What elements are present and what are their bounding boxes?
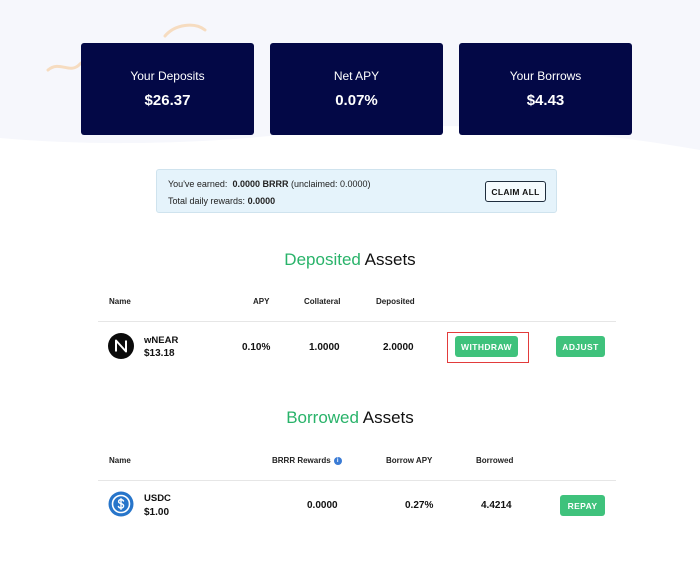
your-borrows-value: $4.43 xyxy=(526,92,565,109)
your-deposits-value: $26.37 xyxy=(144,92,191,109)
adjust-button[interactable]: ADJUST xyxy=(556,336,605,357)
deposited-col-collateral: Collateral xyxy=(304,297,341,306)
withdraw-highlight-box xyxy=(447,332,529,363)
borrowed-assets-title: Borrowed Assets xyxy=(0,408,700,428)
net-apy-value: 0.07% xyxy=(335,92,378,109)
borrowed-col-borrow-apy: Borrow APY xyxy=(386,456,433,465)
deposited-amount-value: 2.0000 xyxy=(383,342,414,353)
collateral-value: 1.0000 xyxy=(309,342,340,353)
claim-all-button[interactable]: CLAIM ALL xyxy=(485,181,546,202)
earned-value: 0.0000 BRRR xyxy=(232,179,289,189)
deposited-title-rest: Assets xyxy=(364,250,416,269)
repay-button[interactable]: REPAY xyxy=(560,495,605,516)
near-logo-icon xyxy=(108,333,134,359)
borrowed-header-divider xyxy=(98,480,616,481)
borrowed-col-rewards: BRRR Rewards i xyxy=(272,456,342,465)
asset-symbol-wnear: wNEAR xyxy=(144,335,179,346)
info-icon[interactable]: i xyxy=(333,457,342,465)
daily-rewards-label: Total daily rewards: xyxy=(168,196,246,206)
deposited-col-deposited: Deposited xyxy=(376,297,415,306)
daily-rewards-value: 0.0000 xyxy=(247,196,276,206)
borrowed-col-borrowed: Borrowed xyxy=(476,456,514,465)
earned-line: You've earned: 0.0000 BRRR (unclaimed: 0… xyxy=(168,179,371,189)
daily-rewards-line: Total daily rewards: 0.0000 xyxy=(168,196,275,206)
asset-symbol-usdc: USDC xyxy=(144,493,171,504)
earned-label: You've earned: xyxy=(168,179,228,189)
deposited-header-divider xyxy=(98,321,616,322)
deposited-assets-title: Deposited Assets xyxy=(0,250,700,270)
asset-price-wnear: $13.18 xyxy=(144,348,175,359)
deposited-title-accent: Deposited xyxy=(284,250,361,269)
your-borrows-card: Your Borrows $4.43 xyxy=(459,43,632,135)
brrr-rewards-value: 0.0000 xyxy=(307,500,338,511)
borrowed-col-name: Name xyxy=(109,456,131,465)
withdraw-button[interactable]: WITHDRAW xyxy=(455,336,518,357)
borrowed-title-accent: Borrowed xyxy=(286,408,359,427)
your-borrows-label: Your Borrows xyxy=(509,69,582,83)
borrowed-amount-value: 4.4214 xyxy=(481,500,512,511)
deposited-col-name: Name xyxy=(109,297,131,306)
deposited-col-apy: APY xyxy=(253,297,270,306)
rewards-panel: You've earned: 0.0000 BRRR (unclaimed: 0… xyxy=(156,169,557,213)
net-apy-card: Net APY 0.07% xyxy=(270,43,443,135)
your-deposits-label: Your Deposits xyxy=(130,69,205,83)
usdc-logo-icon xyxy=(108,491,134,517)
unclaimed-text: (unclaimed: 0.0000) xyxy=(291,179,371,189)
deposited-apy-value: 0.10% xyxy=(242,342,271,353)
asset-price-usdc: $1.00 xyxy=(144,507,170,518)
borrowed-col-rewards-label: BRRR Rewards xyxy=(272,456,331,465)
net-apy-label: Net APY xyxy=(333,69,380,83)
borrowed-title-rest: Assets xyxy=(362,408,414,427)
borrow-apy-value: 0.27% xyxy=(405,500,434,511)
your-deposits-card: Your Deposits $26.37 xyxy=(81,43,254,135)
